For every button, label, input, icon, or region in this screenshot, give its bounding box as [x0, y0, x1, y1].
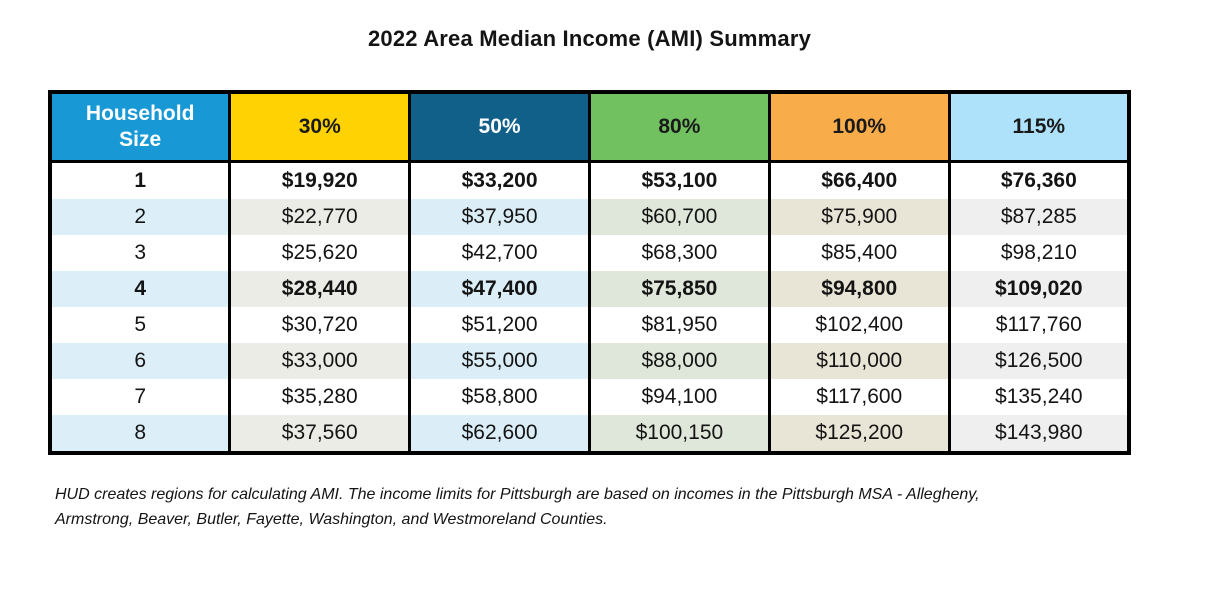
income-cell-100pct: $85,400 — [767, 235, 951, 271]
income-cell-80pct: $100,150 — [587, 415, 771, 455]
column-header-household-size: Household Size — [48, 90, 232, 163]
table-row: 8 $37,560 $62,600 $100,150 $125,200 $143,980 — [48, 415, 1131, 455]
footnote-line-2: Armstrong, Beaver, Butler, Fayette, Wash… — [55, 511, 608, 528]
table-row: 7 $35,280 $58,800 $94,100 $117,600 $135,240 — [48, 379, 1131, 415]
income-cell-30pct: $28,440 — [228, 271, 412, 307]
household-size-cell: 4 — [48, 271, 232, 307]
income-cell-50pct: $47,400 — [408, 271, 591, 307]
income-cell-80pct: $68,300 — [587, 235, 771, 271]
table-row: 1 $19,920 $33,200 $53,100 $66,400 $76,360 — [48, 160, 1131, 199]
household-size-cell: 6 — [48, 343, 232, 379]
income-cell-100pct: $110,000 — [767, 343, 951, 379]
column-header-115pct: 115% — [947, 90, 1131, 163]
table-row: 3 $25,620 $42,700 $68,300 $85,400 $98,210 — [48, 235, 1131, 271]
income-cell-115pct: $76,360 — [947, 160, 1131, 199]
income-cell-100pct: $125,200 — [767, 415, 951, 455]
income-cell-50pct: $58,800 — [408, 379, 591, 415]
income-cell-30pct: $22,770 — [228, 199, 412, 235]
column-header-50pct: 50% — [408, 90, 591, 163]
income-cell-50pct: $33,200 — [408, 160, 591, 199]
page-title: 2022 Area Median Income (AMI) Summary — [367, 26, 812, 51]
income-cell-100pct: $66,400 — [767, 160, 951, 199]
column-header-80pct: 80% — [587, 90, 771, 163]
table-row: 6 $33,000 $55,000 $88,000 $110,000 $126,500 — [48, 343, 1131, 379]
household-size-cell: 8 — [48, 415, 232, 455]
income-cell-115pct: $143,980 — [947, 415, 1131, 455]
header-row: Household Size 30% 50% 80% 100% 115% — [48, 90, 1131, 163]
household-size-cell: 3 — [48, 235, 232, 271]
income-cell-30pct: $35,280 — [228, 379, 412, 415]
household-size-cell: 7 — [48, 379, 232, 415]
household-size-cell: 2 — [48, 199, 232, 235]
income-cell-30pct: $30,720 — [228, 307, 412, 343]
income-cell-30pct: $37,560 — [228, 415, 412, 455]
income-cell-80pct: $94,100 — [587, 379, 771, 415]
household-size-cell: 5 — [48, 307, 232, 343]
table-header: Household Size 30% 50% 80% 100% 115% — [48, 90, 1131, 163]
income-cell-115pct: $109,020 — [947, 271, 1131, 307]
footnote-line-1: HUD creates regions for calculating AMI.… — [55, 486, 980, 503]
income-cell-80pct: $88,000 — [587, 343, 771, 379]
income-cell-50pct: $55,000 — [408, 343, 591, 379]
column-header-100pct: 100% — [767, 90, 951, 163]
income-cell-100pct: $102,400 — [767, 307, 951, 343]
income-cell-30pct: $19,920 — [228, 160, 412, 199]
income-cell-100pct: $75,900 — [767, 199, 951, 235]
income-cell-115pct: $117,760 — [947, 307, 1131, 343]
income-cell-50pct: $51,200 — [408, 307, 591, 343]
income-cell-50pct: $42,700 — [408, 235, 591, 271]
table-row: 5 $30,720 $51,200 $81,950 $102,400 $117,760 — [48, 307, 1131, 343]
income-cell-115pct: $135,240 — [947, 379, 1131, 415]
income-cell-115pct: $87,285 — [947, 199, 1131, 235]
income-cell-115pct: $98,210 — [947, 235, 1131, 271]
table-row: 4 $28,440 $47,400 $75,850 $94,800 $109,020 — [48, 271, 1131, 307]
income-cell-80pct: $81,950 — [587, 307, 771, 343]
column-header-30pct: 30% — [228, 90, 412, 163]
table-row: 2 $22,770 $37,950 $60,700 $75,900 $87,285 — [48, 199, 1131, 235]
ami-table: Household Size 30% 50% 80% 100% 115% 1 $19,920… — [48, 90, 1131, 455]
income-cell-80pct: $53,100 — [587, 160, 771, 199]
income-cell-115pct: $126,500 — [947, 343, 1131, 379]
income-cell-30pct: $33,000 — [228, 343, 412, 379]
table-body: 1 $19,920 $33,200 $53,100 $66,400 $76,360 2 $22… — [48, 160, 1131, 455]
income-cell-100pct: $117,600 — [767, 379, 951, 415]
footnote: HUD creates regions for calculating AMI.… — [55, 482, 1185, 532]
income-cell-100pct: $94,800 — [767, 271, 951, 307]
household-size-cell: 1 — [48, 160, 232, 199]
income-cell-50pct: $62,600 — [408, 415, 591, 455]
income-cell-80pct: $75,850 — [587, 271, 771, 307]
income-cell-50pct: $37,950 — [408, 199, 591, 235]
income-cell-30pct: $25,620 — [228, 235, 412, 271]
income-cell-80pct: $60,700 — [587, 199, 771, 235]
